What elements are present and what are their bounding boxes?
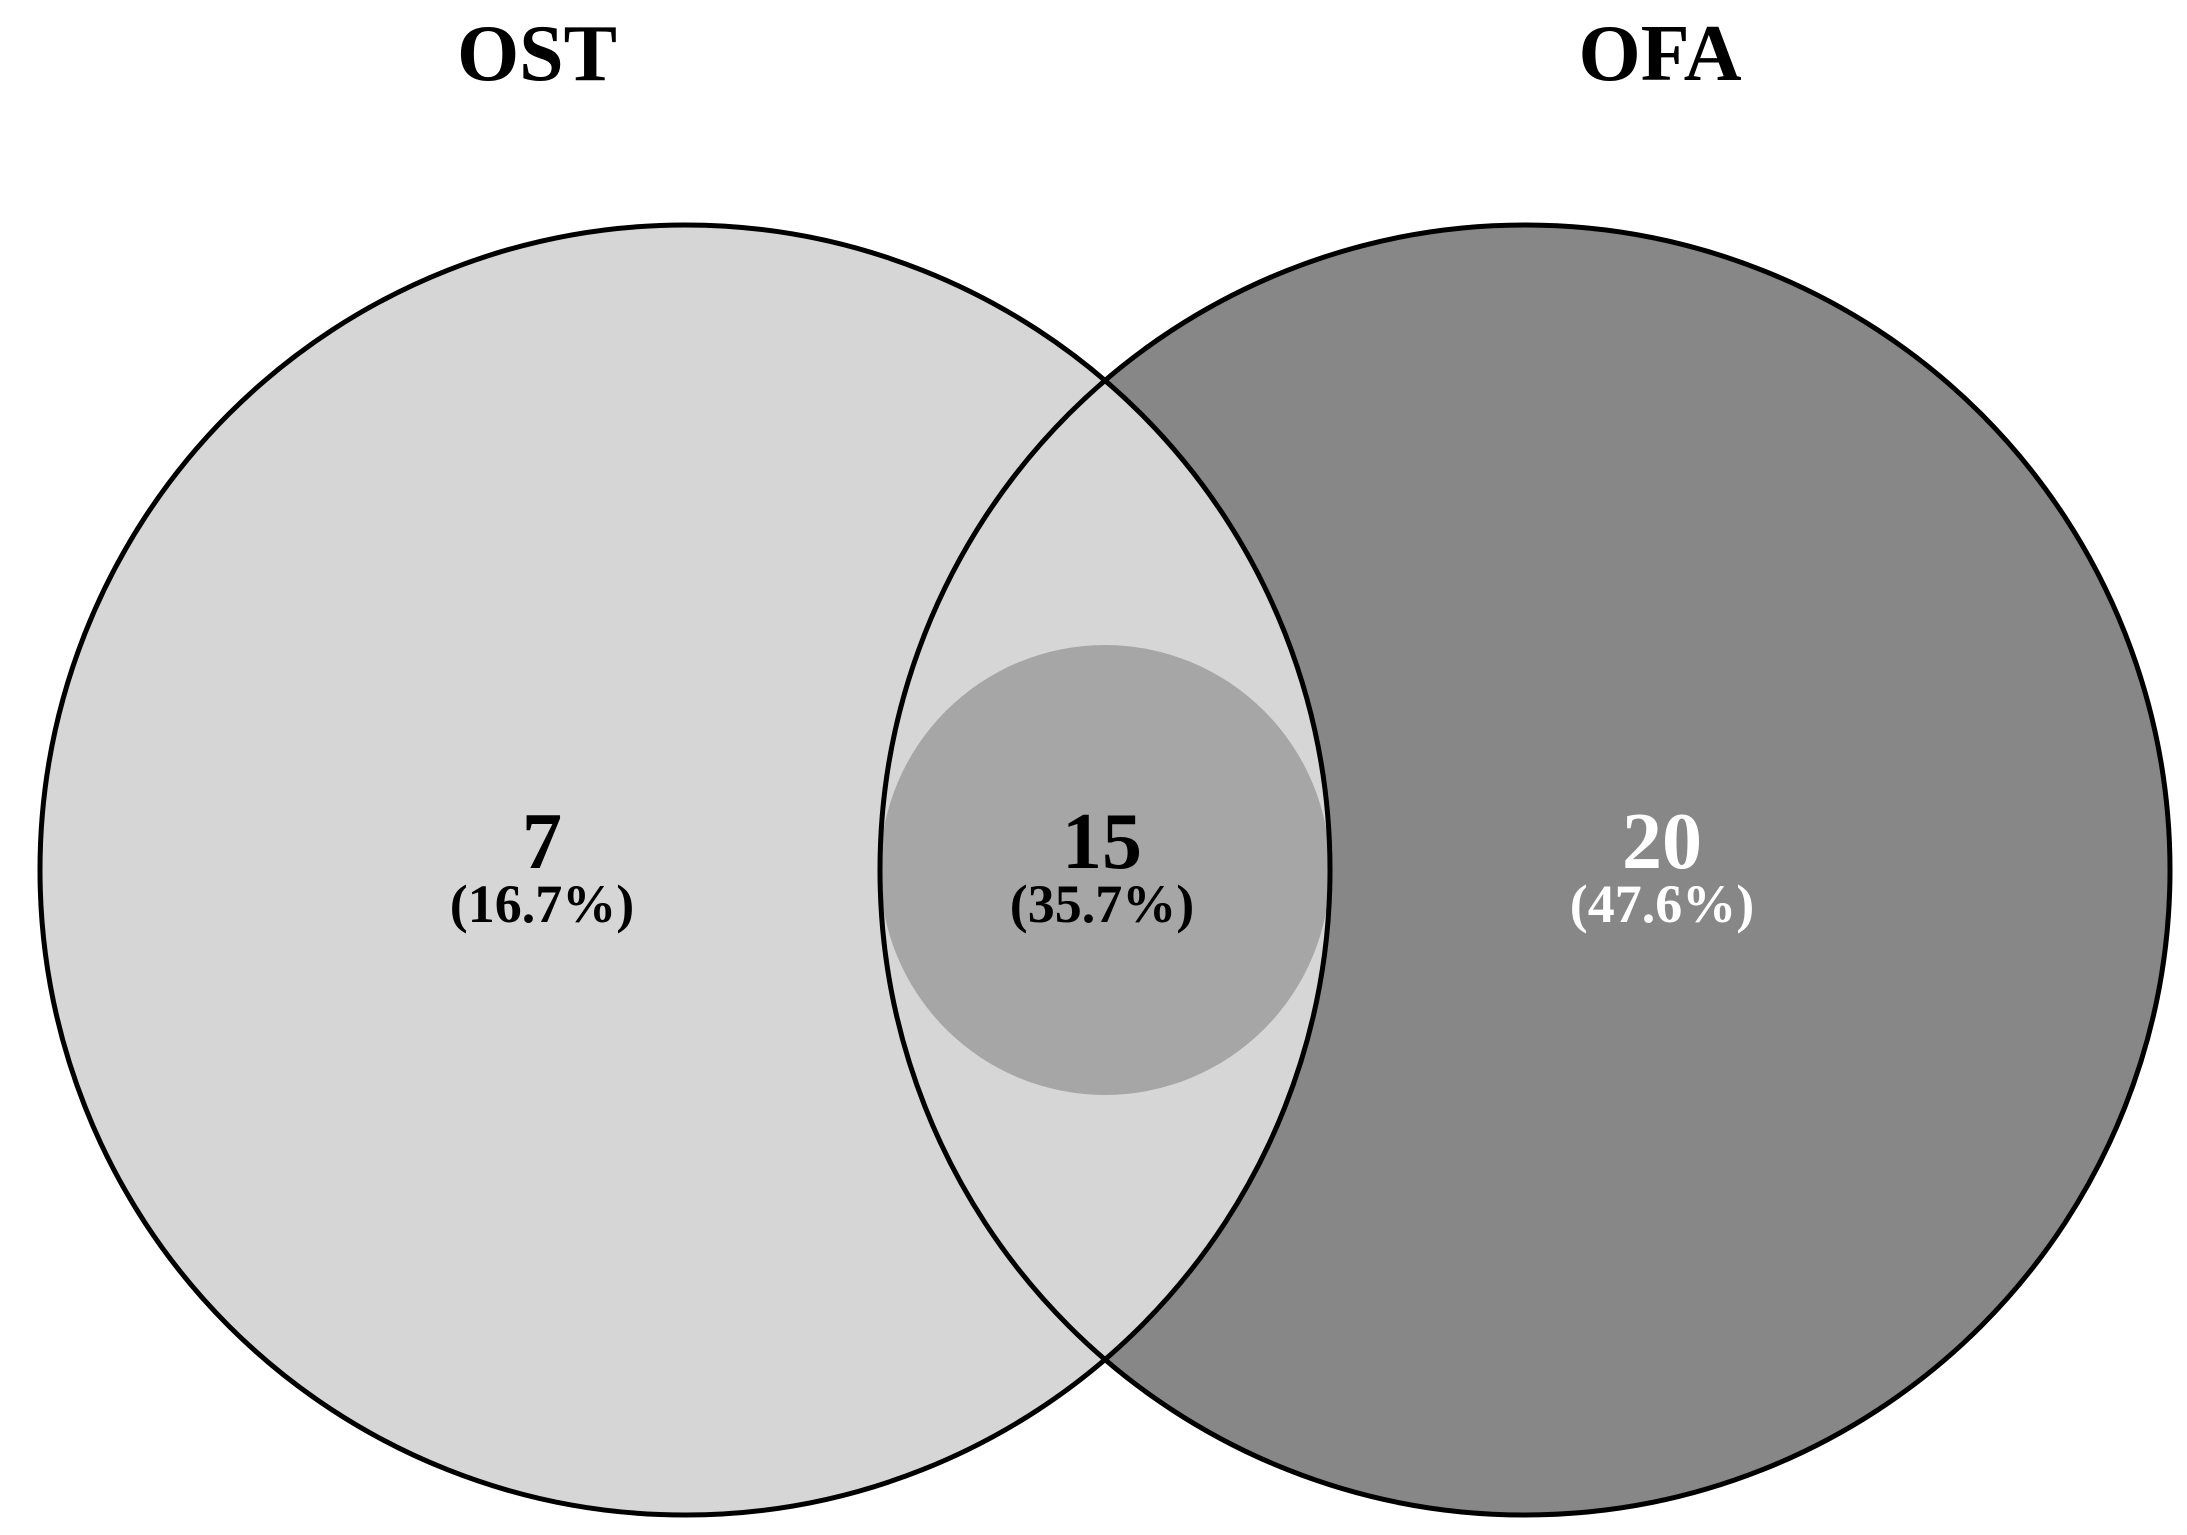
ofa-title: OFA <box>1579 10 1742 98</box>
ost-only-count: 7 <box>522 798 562 886</box>
intersection-count: 15 <box>1062 798 1142 886</box>
intersection-percent: (35.7%) <box>1010 874 1194 934</box>
ost-circle <box>40 225 1330 1515</box>
ofa-only-percent: (47.6%) <box>1570 874 1754 934</box>
intersection-region <box>880 645 1330 1095</box>
ost-title: OST <box>457 10 617 98</box>
ost-only-percent: (16.7%) <box>450 874 634 934</box>
ost-circle-outline <box>37 222 1333 1518</box>
ofa-only-count: 20 <box>1622 798 1702 886</box>
ofa-circle-outline <box>877 222 2173 1518</box>
